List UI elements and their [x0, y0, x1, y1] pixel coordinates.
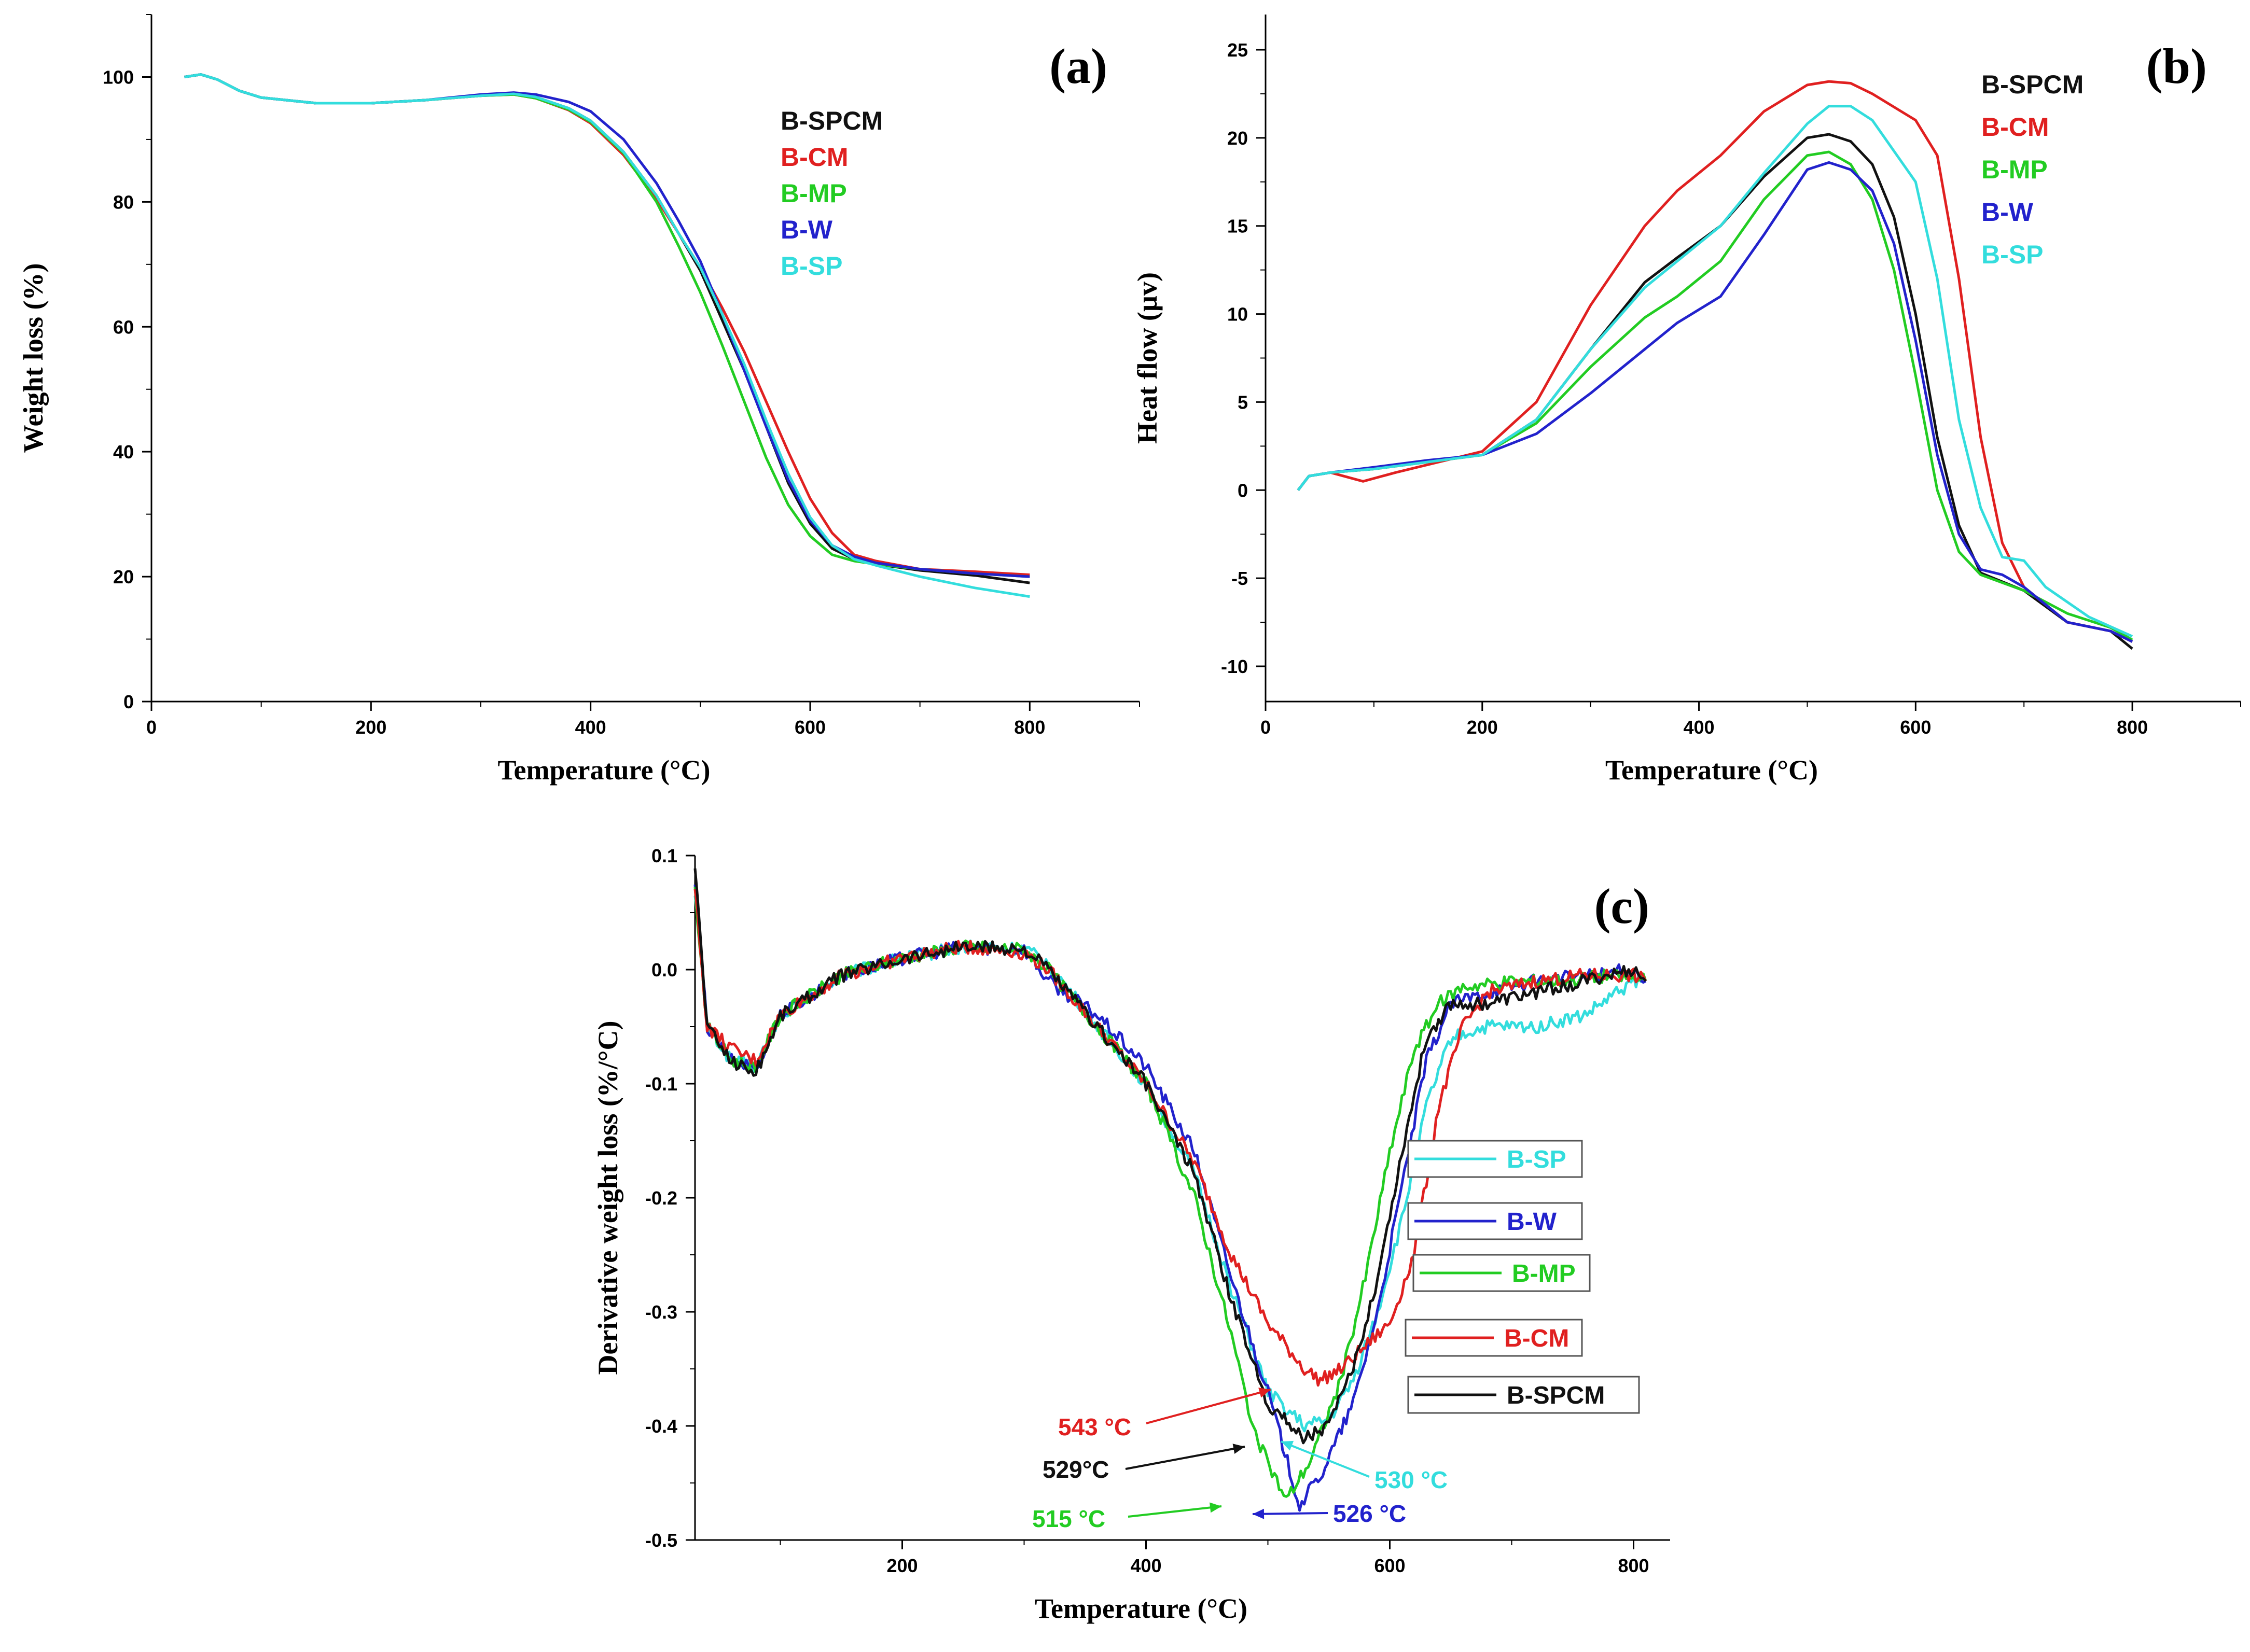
x-tick-label: 600 [1900, 717, 1931, 738]
x-tick-label: 400 [1130, 1555, 1161, 1576]
chart-panel-b: 0 200 400 600 800 -10 -5 0 5 10 15 20 25 Temperature … [1132, 15, 2241, 786]
y-tick-label: 20 [113, 566, 134, 587]
legend-box [1407, 1376, 1640, 1414]
y-tick-label: -10 [1221, 656, 1248, 677]
y-tick-label: 60 [113, 316, 134, 338]
x-tick-label: 800 [2117, 717, 2148, 738]
legend-entry: B-SPCM [1981, 70, 2084, 99]
y-tick-label: 5 [1238, 391, 1248, 413]
x-axis-title: Temperature (°C) [1035, 1593, 1247, 1624]
y-tick-label: -0.4 [645, 1416, 677, 1437]
legend-entry: B-CM [781, 143, 849, 172]
annotation-arrowhead [1210, 1502, 1221, 1513]
annotation-arrowhead [1232, 1444, 1245, 1454]
series-line-b-sp [184, 73, 1030, 598]
y-tick-label: -5 [1231, 568, 1248, 589]
x-axis-title: Temperature (°C) [1605, 754, 1818, 786]
x-tick-label: 200 [355, 717, 386, 738]
y-tick-label: -0.5 [645, 1530, 677, 1551]
annotation-arrowhead [1253, 1508, 1265, 1519]
y-tick-label: -0.1 [645, 1073, 677, 1095]
y-axis-title: Weight loss (%) [18, 263, 49, 453]
annotation-arrowhead [1281, 1440, 1294, 1451]
annotation-arrow [1146, 1389, 1271, 1424]
x-tick-label: 200 [886, 1555, 918, 1576]
annotation-arrow [1281, 1440, 1370, 1478]
annotation-arrowhead [1258, 1388, 1271, 1398]
y-tick-label: 25 [1227, 39, 1248, 61]
peak-annotation-label: 530 °C [1374, 1466, 1448, 1493]
x-tick-label: 600 [795, 717, 826, 738]
legend-entry: B-SPCM [781, 106, 883, 135]
annotation-arrow [1128, 1505, 1222, 1518]
legend-entry: B-SP [1507, 1146, 1566, 1173]
y-tick-label: 0 [1238, 480, 1248, 501]
x-tick-label: 0 [1260, 717, 1271, 738]
annotation-arrow [1252, 1512, 1328, 1515]
y-tick-label: 40 [113, 441, 134, 463]
legend-entry: B-SP [781, 251, 842, 281]
legend-entry: B-MP [1512, 1260, 1576, 1287]
chart-panel-a: 0 200 400 600 800 0 20 40 60 80 100 Temperature (°C… [18, 14, 1140, 786]
legend-entry: B-W [781, 215, 833, 244]
legend-entry: B-SPCM [1507, 1382, 1605, 1409]
peak-annotation-label: 526 °C [1333, 1500, 1406, 1527]
series-line-b-w [1297, 161, 2133, 643]
y-tick-label: -0.2 [645, 1187, 677, 1209]
legend-entry: B-CM [1981, 113, 2049, 142]
y-tick-label: 80 [113, 191, 134, 213]
annotation-arrow [1125, 1446, 1245, 1470]
series-line-b-spcm [693, 868, 1647, 1445]
y-tick-label: 15 [1227, 216, 1248, 237]
panel-label: (b) [2146, 38, 2207, 94]
series-line-b-cm [1297, 80, 2133, 643]
legend-entry: B-SP [1981, 240, 2043, 269]
legend-entry: B-MP [781, 179, 847, 208]
x-tick-label: 0 [146, 717, 157, 738]
y-axis-title: Heat flow (µv) [1132, 272, 1163, 444]
y-tick-label: 100 [103, 66, 134, 88]
peak-annotation-label: 543 °C [1058, 1413, 1131, 1440]
peak-annotation-label: 529°C [1043, 1456, 1109, 1483]
y-tick-label: 0.1 [651, 845, 677, 866]
legend-entry: B-W [1507, 1208, 1557, 1236]
x-tick-label: 400 [1684, 717, 1715, 738]
x-tick-label: 800 [1618, 1555, 1649, 1576]
chart-panel-c: 200 400 600 800 -0.5 -0.4 -0.3 -0.2 -0.1 0.0 0.1 Te… [592, 845, 1670, 1624]
legend-entry: B-CM [1504, 1325, 1569, 1352]
panel-label: (c) [1594, 878, 1649, 934]
y-tick-label: 0 [123, 691, 134, 712]
x-axis-title: Temperature (°C) [497, 754, 710, 786]
x-tick-label: 800 [1014, 717, 1045, 738]
y-tick-label: 10 [1227, 304, 1248, 325]
x-tick-label: 400 [575, 717, 606, 738]
y-tick-label: -0.3 [645, 1301, 677, 1323]
series-line-b-sp [1297, 105, 2133, 638]
peak-annotation-label: 515 °C [1032, 1505, 1105, 1532]
y-tick-label: 0.0 [651, 959, 677, 981]
y-axis-title: Derivative weight loss (%/°C) [592, 1021, 623, 1375]
legend-entry: B-W [1981, 198, 2034, 227]
x-tick-label: 600 [1374, 1555, 1405, 1576]
panel-label: (a) [1049, 38, 1107, 94]
y-tick-label: 20 [1227, 128, 1248, 149]
legend-entry: B-MP [1981, 155, 2048, 184]
x-tick-label: 200 [1467, 717, 1498, 738]
